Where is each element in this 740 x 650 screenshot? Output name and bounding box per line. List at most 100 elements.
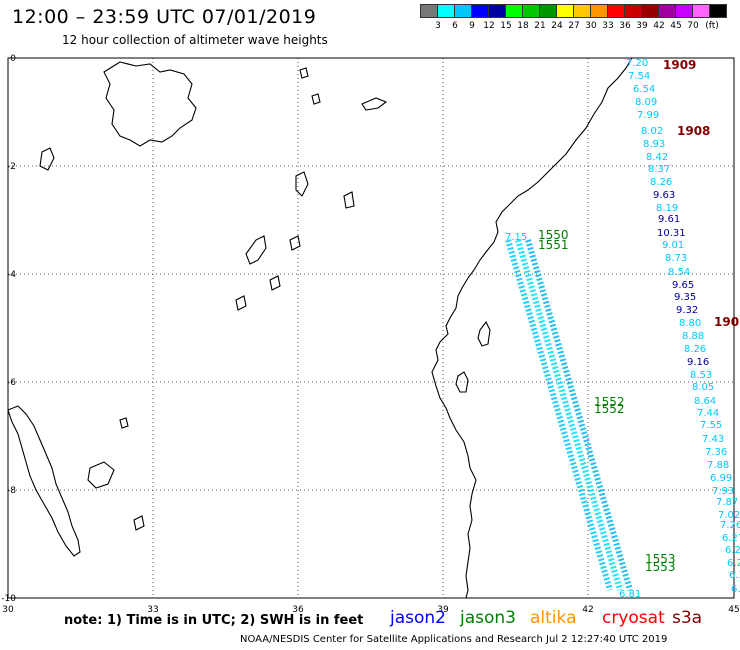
lon-tick-label: 45: [728, 605, 739, 615]
legend-label: 9: [469, 21, 475, 31]
track-label: 1552: [594, 402, 625, 416]
wave-height-label: 9.01: [662, 240, 684, 251]
satellite-legend-item: altika: [530, 608, 577, 628]
wave-height-label: 9.65: [672, 280, 694, 291]
ground-track-band: [525, 239, 633, 591]
legend-label: 30: [585, 21, 597, 31]
zanzibar-island: [477, 320, 491, 347]
track-label: 1553: [645, 552, 676, 566]
wave-height-label: 8.80: [679, 318, 701, 329]
legend-label: 15: [500, 21, 512, 31]
legend-label: 21: [534, 21, 546, 31]
wave-height-label: 10.31: [657, 228, 686, 239]
lat-tick-label: -2: [7, 162, 16, 172]
wave-height-label: 6.3: [729, 570, 740, 581]
wave-height-label: 7.44: [697, 408, 719, 419]
legend-labels: 3 6 9 12 15 18 21 24 27 30 33 36 39 42 45 70 (ft): [420, 21, 740, 33]
wave-height-label: 7.93: [712, 486, 734, 497]
legend-label: 27: [568, 21, 580, 31]
footer-credit: NOAA/NESDIS Center for Satellite Applica…: [240, 634, 668, 645]
map-title: 12:00 – 23:59 UTC 07/01/2019: [12, 6, 317, 28]
axis-labels: 30 33 36 39 42 45 0 -2 -4 -6 -8 -10: [1, 54, 739, 615]
track-label: 1553: [645, 560, 676, 574]
lat-tick-label: 0: [10, 54, 16, 64]
legend-label: 18: [517, 21, 529, 31]
small-lake-4: [361, 97, 388, 111]
legend-label: 42: [653, 21, 665, 31]
time-label: 1908: [677, 124, 710, 138]
legend-swatch: [709, 4, 727, 18]
time-label: 190: [714, 315, 739, 329]
wave-height-label: 7.02: [718, 510, 740, 521]
lat-tick-label: -4: [7, 270, 16, 280]
lon-tick-label: 30: [2, 605, 14, 615]
legend-label: 70: [687, 21, 699, 31]
lake-rukwa: [87, 461, 115, 489]
wave-height-label: 6.99: [710, 473, 732, 484]
satellite-legend-item: cryosat: [602, 608, 665, 628]
track-label: 7.15: [505, 232, 527, 243]
small-lake-11: [311, 93, 321, 105]
map-frame: [7, 57, 735, 599]
small-lake-6: [133, 515, 145, 531]
wave-height-label: 8.26: [684, 344, 706, 355]
wave-height-label: 9.16: [687, 357, 709, 368]
map-subtitle: 12 hour collection of altimeter wave hei…: [62, 33, 328, 47]
grid-lines: [8, 58, 734, 598]
wave-height-label: 6.: [731, 584, 740, 595]
small-lake-12: [235, 295, 247, 311]
wave-height-label: 7.99: [637, 110, 659, 121]
lon-tick-label: 39: [437, 605, 449, 615]
small-lake-7: [119, 417, 129, 429]
wave-height-label: 7.54: [628, 71, 650, 82]
wave-height-label: 8.19: [656, 203, 678, 214]
lake-victoria: [103, 61, 197, 147]
satellite-tracks: [505, 239, 633, 591]
mafia-island: [455, 371, 469, 393]
lake-tanganyika: [7, 405, 81, 557]
color-legend: [420, 4, 727, 18]
wave-height-label: 8.37: [648, 164, 670, 175]
wave-height-label: 6.27: [722, 533, 740, 544]
wave-height-label: 8.54: [668, 267, 690, 278]
wave-height-label: 7.26: [720, 520, 740, 531]
lat-tick-label: -8: [7, 486, 16, 496]
wave-height-label: 6.2: [725, 545, 740, 556]
lat-tick-label: -6: [7, 378, 16, 388]
small-lake-1: [295, 171, 309, 197]
time-label: 1909: [663, 58, 696, 72]
small-lake-10: [299, 67, 309, 79]
wave-height-label: 8.73: [665, 253, 687, 264]
small-lake-2: [343, 191, 355, 209]
wave-height-label: 7.20: [626, 58, 648, 69]
footer-note: note: 1) Time is in UTC; 2) SWH is in fe…: [64, 613, 364, 628]
wave-height-label: 6.54: [633, 84, 655, 95]
lon-tick-label: 36: [292, 605, 304, 615]
lon-tick-label: 33: [147, 605, 158, 615]
legend-label: 45: [670, 21, 682, 31]
lon-tick-label: 42: [582, 605, 593, 615]
wave-height-label: 9.32: [676, 305, 698, 316]
african-coastline: [431, 57, 633, 599]
track-label: 1552: [594, 395, 625, 409]
track-label: 1550: [538, 228, 569, 242]
legend-label: 36: [619, 21, 631, 31]
track-label: 6.81: [619, 589, 641, 600]
small-lake-5: [39, 147, 55, 171]
track-label: 1551: [538, 238, 569, 252]
wave-height-label: 6.2: [727, 558, 740, 569]
wave-height-label: 8.53: [690, 370, 712, 381]
wave-height-label: 7.36: [705, 447, 727, 458]
wave-height-label: 8.09: [635, 97, 657, 108]
wave-height-label: 9.35: [674, 292, 696, 303]
wave-height-label: 8.26: [650, 177, 672, 188]
legend-label: 6: [452, 21, 458, 31]
wave-height-label: 8.88: [682, 331, 704, 342]
legend-label: 12: [483, 21, 495, 31]
lat-tick-label: -10: [1, 594, 16, 604]
ground-track-band: [505, 239, 613, 591]
wave-height-label: 9.61: [658, 214, 680, 225]
small-lake-3: [245, 235, 267, 265]
